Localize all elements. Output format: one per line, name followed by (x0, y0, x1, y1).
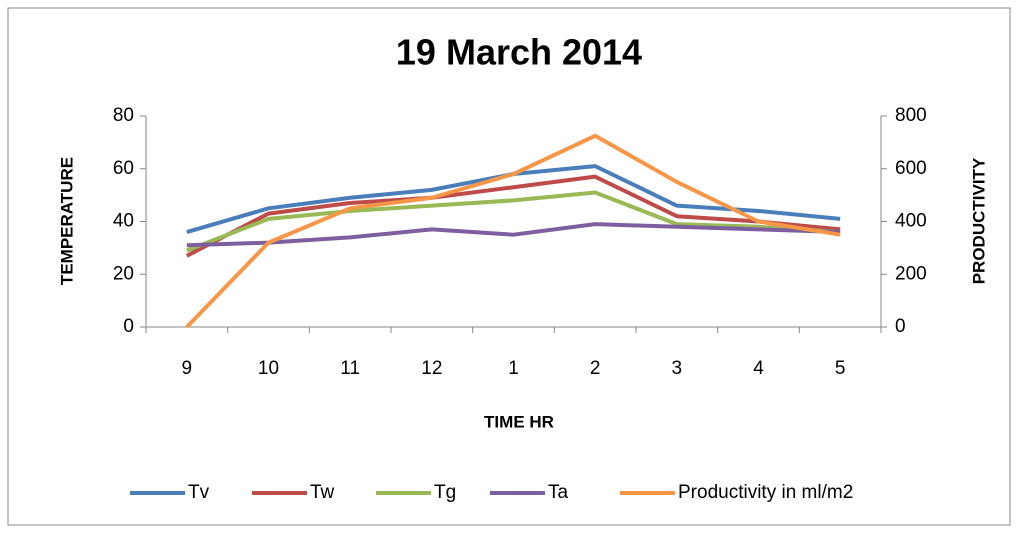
x-tick-label: 12 (421, 358, 442, 379)
y-tick-label: 40 (113, 211, 134, 232)
series-line (185, 133, 841, 329)
x-tick-label: 5 (835, 358, 846, 379)
series-line (186, 222, 841, 248)
legend-label: Tv (188, 482, 210, 503)
x-tick-label: 2 (590, 358, 601, 379)
x-tick-label: 3 (672, 358, 683, 379)
y2-axis-label: PRODUCTIVITY (969, 157, 988, 284)
y-axis-label: TEMPERATURE (57, 157, 76, 285)
legend-label: Tw (310, 482, 335, 503)
x-tick-label: 9 (182, 358, 193, 379)
x-axis-label: TIME HR (484, 412, 554, 431)
chart-title: 19 March 2014 (396, 32, 642, 73)
x-tick-label: 11 (340, 358, 360, 379)
x-tick-label: 1 (508, 358, 519, 379)
series-line (186, 190, 841, 253)
legend-label: Ta (548, 482, 569, 503)
y2-tick-label: 400 (895, 211, 927, 232)
y-tick-label: 60 (113, 158, 134, 179)
y2-tick-label: 600 (895, 158, 927, 179)
y2-tick-label: 200 (895, 263, 927, 284)
y-tick-label: 20 (113, 263, 134, 284)
x-tick-label: 10 (258, 358, 279, 379)
chart-frame (7, 7, 1011, 526)
legend-label: Productivity in ml/m2 (678, 482, 853, 503)
y2-tick-label: 800 (895, 105, 927, 126)
series-line (185, 174, 841, 258)
y-tick-label: 0 (123, 316, 134, 337)
y2-tick-label: 0 (895, 316, 906, 337)
x-tick-label: 4 (753, 358, 764, 379)
y-tick-label: 80 (113, 105, 134, 126)
legend-label: Tg (434, 482, 456, 503)
